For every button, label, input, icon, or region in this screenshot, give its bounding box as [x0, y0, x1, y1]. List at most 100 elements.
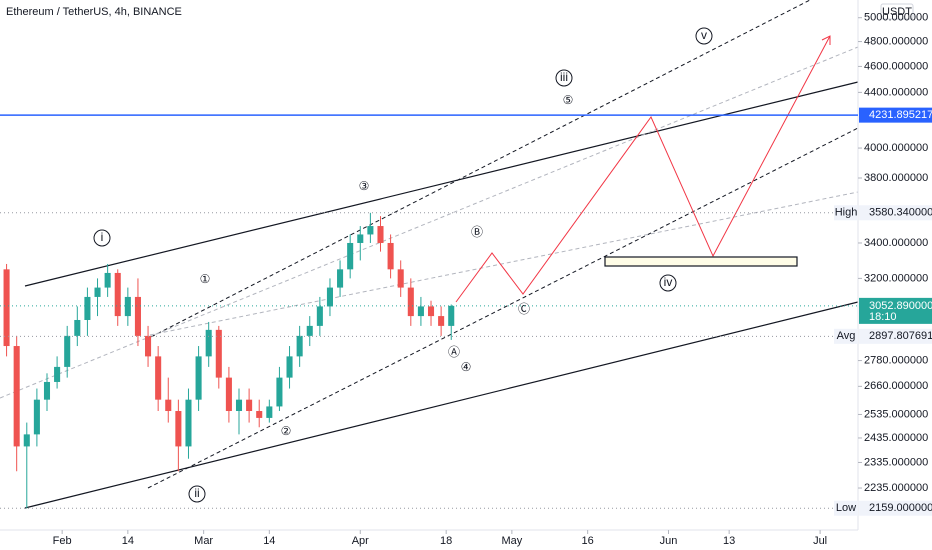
- wave-label: Ⓒ: [518, 302, 530, 316]
- wave-label: iv: [664, 275, 673, 289]
- channel-line: [24, 301, 859, 509]
- wave-labels: i ii iii iv v ① ② ③ ④ ⑤ Ⓐ Ⓑ Ⓒ: [93, 27, 713, 503]
- y-tick-label: 2235.000000: [864, 482, 928, 494]
- wave-circle: [555, 69, 573, 87]
- price-label-box: [859, 107, 932, 123]
- wave-label: Ⓐ: [448, 345, 460, 359]
- y-tick-label: 2780.000000: [864, 354, 928, 366]
- candle-body: [256, 411, 263, 418]
- wave-circle: [695, 27, 713, 45]
- candle-body: [64, 335, 71, 367]
- wave-circle: [93, 229, 111, 247]
- wave-label: ②: [281, 424, 292, 438]
- price-name: Avg: [837, 330, 856, 342]
- x-tick-label: Feb: [53, 535, 72, 547]
- candle-body: [155, 356, 162, 400]
- candle-body: [215, 329, 222, 378]
- x-tick-label: 14: [122, 535, 134, 547]
- candle-body: [84, 296, 91, 320]
- price-label: 2897.807691: [869, 330, 932, 342]
- candle-body: [367, 226, 374, 235]
- candle-body: [276, 377, 283, 407]
- price-name: High: [835, 207, 858, 219]
- candle-body: [74, 319, 81, 336]
- currency: USDT: [882, 6, 912, 18]
- candle-body: [175, 411, 182, 447]
- candle-body: [296, 335, 303, 357]
- price-label-box: [859, 297, 932, 324]
- projection-path: [455, 35, 831, 303]
- candle-body: [438, 316, 445, 326]
- wave-label: ii: [194, 486, 199, 500]
- candle-body: [195, 356, 202, 400]
- candle-body: [225, 377, 232, 412]
- y-tick-label: 2660.000000: [864, 380, 928, 392]
- wave-label: ③: [359, 179, 370, 193]
- y-tick-label: 2435.000000: [864, 432, 928, 444]
- candle-body: [357, 234, 364, 243]
- chart-title: Ethereum / TetherUS, 4h, BINANCE: [6, 6, 182, 18]
- y-tick-label: 4400.000000: [864, 86, 928, 98]
- y-tick-label: 4000.000000: [864, 142, 928, 154]
- wave-circle: [659, 274, 677, 292]
- x-tick-label: Mar: [194, 535, 213, 547]
- y-tick-label: 2335.000000: [864, 456, 928, 468]
- x-tick-label: 13: [723, 535, 735, 547]
- wave-circle: [188, 485, 206, 503]
- y-tick-label: 3800.000000: [864, 172, 928, 184]
- candle-body: [165, 399, 172, 412]
- candle-body: [23, 434, 30, 447]
- candle-body: [185, 399, 192, 447]
- candle-body: [448, 305, 455, 326]
- y-tick-label: 4800.000000: [864, 35, 928, 47]
- candle-body: [134, 296, 141, 336]
- price-name: Low: [836, 502, 856, 514]
- candle-body: [33, 399, 40, 435]
- wave-label: Ⓑ: [471, 225, 483, 239]
- candle-body: [205, 329, 212, 357]
- price-name-box: [834, 205, 858, 221]
- y-tick-label: 4600.000000: [864, 60, 928, 72]
- wave-label: ①: [200, 272, 211, 286]
- price-label-box: [859, 328, 932, 344]
- candle-body: [306, 325, 313, 336]
- x-tick-label: 14: [263, 535, 275, 547]
- candle-body: [417, 306, 424, 317]
- candle-body: [407, 287, 414, 317]
- wave-label: v: [701, 28, 707, 42]
- y-tick-label: 3400.000000: [864, 237, 928, 249]
- price-label-box: [859, 500, 932, 516]
- candle-body: [397, 269, 404, 288]
- price-name-box: [834, 500, 858, 516]
- price-label: 4231.895217: [869, 109, 932, 121]
- x-tick-label: Jul: [813, 535, 827, 547]
- plot-area: [0, 0, 859, 509]
- target-zone: [604, 256, 798, 267]
- currency-box: [880, 3, 914, 20]
- candle-body: [266, 406, 273, 418]
- projection-arrow: [821, 35, 831, 45]
- x-tick-label: Jun: [660, 535, 678, 547]
- price-label-box: [859, 205, 932, 221]
- candle-body: [316, 306, 323, 326]
- wave-label: i: [101, 230, 104, 244]
- price-label: 2159.000000: [869, 502, 932, 514]
- candle-body: [54, 366, 61, 382]
- candle-body: [387, 242, 394, 270]
- candle-body: [43, 381, 51, 400]
- candle-body: [104, 272, 111, 288]
- candle-body: [337, 269, 344, 288]
- dashed-guide: [0, 46, 859, 399]
- wave-label: iii: [560, 70, 568, 84]
- candle-body: [114, 272, 121, 317]
- wave-label: ⑤: [563, 93, 574, 107]
- x-tick-label: May: [501, 535, 522, 547]
- candle-body: [13, 346, 20, 447]
- wave-label: ④: [461, 360, 472, 374]
- x-tick-label: Apr: [352, 535, 369, 547]
- price-name-box: [834, 328, 858, 344]
- y-tick-label: 5000.000000: [864, 12, 928, 24]
- price-label: 3052.890000: [869, 300, 932, 312]
